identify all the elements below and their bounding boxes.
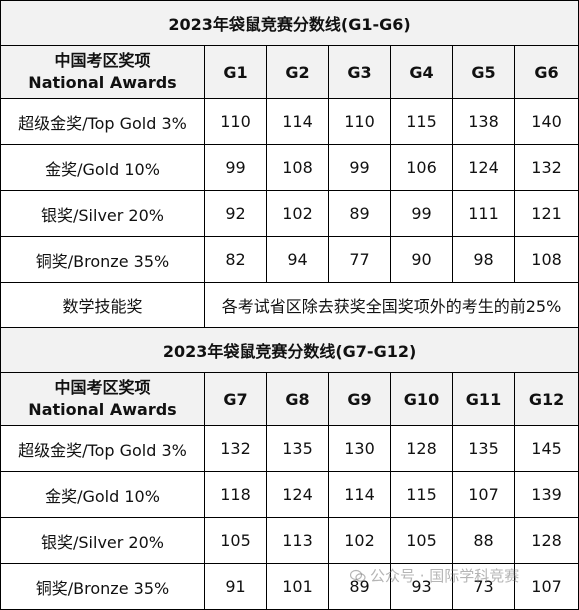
skill-award-row: 数学技能奖 各考试省区除去获奖全国奖项外的考生的前25% bbox=[0, 282, 579, 328]
award-label: 铜奖/Bronze 35% bbox=[0, 563, 205, 610]
watermark: 公众号 · 国际学科竞赛 bbox=[350, 565, 519, 586]
score-cell: 115 bbox=[390, 98, 453, 145]
score-cell: 139 bbox=[513, 471, 579, 518]
grade-header: G9 bbox=[328, 372, 391, 426]
table1-title: 2023年袋鼠竞赛分数线(G1-G6) bbox=[0, 0, 579, 46]
score-cell: 110 bbox=[328, 98, 391, 145]
score-cell: 77 bbox=[328, 236, 391, 283]
grade-header: G8 bbox=[266, 372, 329, 426]
score-cell: 91 bbox=[204, 563, 267, 610]
score-cell: 101 bbox=[266, 563, 329, 610]
table1-header-cn: 中国考区奖项 bbox=[54, 51, 151, 70]
award-label: 金奖/Gold 10% bbox=[0, 471, 205, 518]
award-label: 超级金奖/Top Gold 3% bbox=[0, 425, 205, 472]
score-cell: 115 bbox=[390, 471, 453, 518]
score-cell: 130 bbox=[328, 425, 391, 472]
watermark-text: 公众号 · 国际学科竞赛 bbox=[370, 567, 520, 585]
grade-header: G5 bbox=[452, 45, 515, 99]
table1-header-awards: 中国考区奖项 National Awards bbox=[0, 45, 205, 99]
score-cell: 121 bbox=[513, 190, 579, 237]
table-row: 银奖/Silver 20% 92 102 89 99 111 121 bbox=[0, 190, 579, 237]
score-cell: 132 bbox=[204, 425, 267, 472]
score-cell: 113 bbox=[266, 517, 329, 564]
grade-header: G7 bbox=[204, 372, 267, 426]
score-cell: 140 bbox=[513, 98, 579, 145]
score-cell: 99 bbox=[204, 144, 267, 191]
score-cell: 108 bbox=[266, 144, 329, 191]
score-cell: 107 bbox=[513, 563, 579, 610]
table-row: 超级金奖/Top Gold 3% 110 114 110 115 138 140 bbox=[0, 98, 579, 145]
table-row: 金奖/Gold 10% 118 124 114 115 107 139 bbox=[0, 471, 579, 518]
score-cell: 114 bbox=[266, 98, 329, 145]
table2-header-en: National Awards bbox=[28, 400, 177, 419]
grade-header: G6 bbox=[513, 45, 579, 99]
grade-header: G12 bbox=[513, 372, 579, 426]
score-cell: 98 bbox=[452, 236, 515, 283]
wechat-icon bbox=[350, 569, 366, 582]
score-cell: 99 bbox=[390, 190, 453, 237]
award-label: 铜奖/Bronze 35% bbox=[0, 236, 205, 283]
score-cell: 135 bbox=[452, 425, 515, 472]
grade-header: G2 bbox=[266, 45, 329, 99]
score-cell: 118 bbox=[204, 471, 267, 518]
score-cell: 145 bbox=[513, 425, 579, 472]
score-cell: 132 bbox=[513, 144, 579, 191]
score-cell: 135 bbox=[266, 425, 329, 472]
table-row: 银奖/Silver 20% 105 113 102 105 88 128 bbox=[0, 517, 579, 564]
score-cell: 107 bbox=[452, 471, 515, 518]
score-cell: 90 bbox=[390, 236, 453, 283]
score-cell: 108 bbox=[513, 236, 579, 283]
score-cell: 94 bbox=[266, 236, 329, 283]
score-cell: 88 bbox=[452, 517, 515, 564]
score-cell: 124 bbox=[452, 144, 515, 191]
table-row: 金奖/Gold 10% 99 108 99 106 124 132 bbox=[0, 144, 579, 191]
score-cell: 102 bbox=[266, 190, 329, 237]
table1-header-row: 中国考区奖项 National Awards G1 G2 G3 G4 G5 G6 bbox=[0, 45, 579, 99]
award-label: 银奖/Silver 20% bbox=[0, 190, 205, 237]
score-cell: 138 bbox=[452, 98, 515, 145]
grade-header: G11 bbox=[452, 372, 515, 426]
award-label: 银奖/Silver 20% bbox=[0, 517, 205, 564]
table2-header-awards: 中国考区奖项 National Awards bbox=[0, 372, 205, 426]
table-row: 铜奖/Bronze 35% 82 94 77 90 98 108 bbox=[0, 236, 579, 283]
table2-title: 2023年袋鼠竞赛分数线(G7-G12) bbox=[0, 327, 579, 373]
table2-header-row: 中国考区奖项 National Awards G7 G8 G9 G10 G11 … bbox=[0, 372, 579, 426]
award-label: 金奖/Gold 10% bbox=[0, 144, 205, 191]
grade-header: G3 bbox=[328, 45, 391, 99]
grade-header: G4 bbox=[390, 45, 453, 99]
score-cell: 105 bbox=[390, 517, 453, 564]
score-cell: 111 bbox=[452, 190, 515, 237]
score-cell: 110 bbox=[204, 98, 267, 145]
score-cell: 99 bbox=[328, 144, 391, 191]
table1-header-en: National Awards bbox=[28, 73, 177, 92]
grade-header: G1 bbox=[204, 45, 267, 99]
score-cell: 128 bbox=[513, 517, 579, 564]
score-cell: 89 bbox=[328, 190, 391, 237]
skill-award-label: 数学技能奖 bbox=[0, 282, 205, 328]
table2-header-cn: 中国考区奖项 bbox=[54, 378, 151, 397]
score-cell: 124 bbox=[266, 471, 329, 518]
score-cell: 105 bbox=[204, 517, 267, 564]
score-cell: 92 bbox=[204, 190, 267, 237]
score-cell: 102 bbox=[328, 517, 391, 564]
skill-award-text: 各考试省区除去获奖全国奖项外的考生的前25% bbox=[203, 282, 579, 328]
table-row: 超级金奖/Top Gold 3% 132 135 130 128 135 145 bbox=[0, 425, 579, 472]
award-label: 超级金奖/Top Gold 3% bbox=[0, 98, 205, 145]
score-cell: 128 bbox=[390, 425, 453, 472]
score-cell: 114 bbox=[328, 471, 391, 518]
score-cell: 106 bbox=[390, 144, 453, 191]
score-cell: 82 bbox=[204, 236, 267, 283]
grade-header: G10 bbox=[390, 372, 453, 426]
